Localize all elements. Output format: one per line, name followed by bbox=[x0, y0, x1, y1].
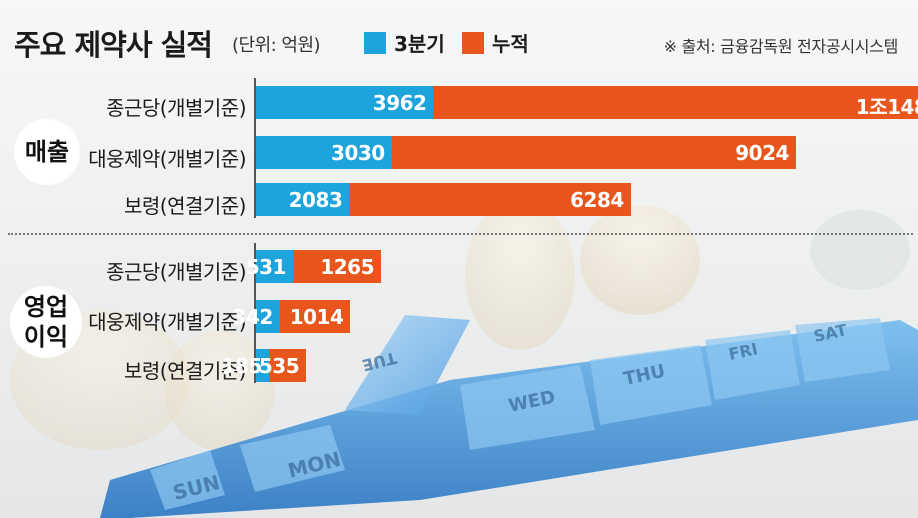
bar-operating-profit-q3 bbox=[256, 349, 269, 382]
chart-title: 주요 제약사 실적 bbox=[14, 28, 213, 62]
bar-operating-profit-q3 bbox=[256, 300, 280, 333]
category-label-sales: 대웅제약(개별기준) bbox=[88, 147, 246, 171]
value-label-sales-cumulative: 6284 bbox=[570, 188, 624, 212]
legend-item-q3: 3분기 bbox=[364, 28, 445, 57]
category-label-sales: 보령(연결기준) bbox=[123, 194, 247, 218]
bar-operating-profit-q3 bbox=[256, 250, 293, 283]
axis-line-sales bbox=[254, 78, 256, 218]
value-label-sales-q3: 3030 bbox=[331, 141, 385, 165]
bar-sales-cumulative bbox=[391, 136, 796, 169]
value-label-sales-q3: 2083 bbox=[288, 188, 343, 212]
value-label-operating-profit-cumulative: 1265 bbox=[320, 255, 374, 279]
section-badge-operating-profit: 영업 이익 bbox=[10, 286, 82, 358]
bar-sales-q3 bbox=[256, 86, 434, 119]
section-badge-sales: 매출 bbox=[14, 119, 80, 185]
value-label-operating-profit-q3: 531 bbox=[245, 255, 287, 279]
category-label-operating-profit: 대웅제약(개별기준) bbox=[88, 310, 246, 334]
unit-label: (단위: 억원) bbox=[232, 35, 321, 56]
legend-swatch-q3 bbox=[364, 31, 386, 54]
section-label-operating-profit-line1: 영업 bbox=[23, 293, 69, 321]
section-label-sales: 매출 bbox=[24, 138, 70, 166]
section-divider bbox=[8, 233, 913, 235]
value-label-operating-profit-cumulative: 535 bbox=[258, 354, 300, 378]
value-label-sales-cumulative: 1조1482 bbox=[855, 95, 918, 119]
source-note: ※ 출처: 금융감독원 전자공시시스템 bbox=[663, 37, 899, 56]
legend-label-cumulative: 누적 bbox=[492, 32, 529, 56]
bar-operating-profit-cumulative bbox=[279, 300, 351, 333]
bar-operating-profit-cumulative bbox=[268, 349, 307, 382]
category-label-operating-profit: 종근당(개별기준) bbox=[106, 260, 246, 284]
legend-label-q3: 3분기 bbox=[394, 32, 445, 56]
value-label-sales-cumulative: 9024 bbox=[735, 141, 789, 165]
legend-item-cumulative: 누적 bbox=[462, 28, 529, 57]
section-label-operating-profit-line2: 이익 bbox=[23, 323, 69, 351]
bar-sales-cumulative bbox=[349, 183, 631, 216]
bar-sales-cumulative bbox=[433, 86, 918, 119]
value-label-operating-profit-q3: 342 bbox=[232, 305, 274, 329]
bar-operating-profit-cumulative bbox=[292, 250, 381, 283]
value-label-operating-profit-q3: 185 bbox=[221, 354, 263, 378]
category-label-sales: 종근당(개별기준) bbox=[106, 96, 246, 120]
value-label-sales-q3: 3962 bbox=[372, 91, 427, 115]
legend-swatch-cumulative bbox=[462, 31, 484, 54]
bar-sales-q3 bbox=[256, 136, 392, 169]
axis-line-operating-profit bbox=[254, 243, 256, 383]
category-label-operating-profit: 보령(연결기준) bbox=[123, 359, 247, 383]
bar-sales-q3 bbox=[256, 183, 350, 216]
value-label-operating-profit-cumulative: 1014 bbox=[289, 305, 344, 329]
